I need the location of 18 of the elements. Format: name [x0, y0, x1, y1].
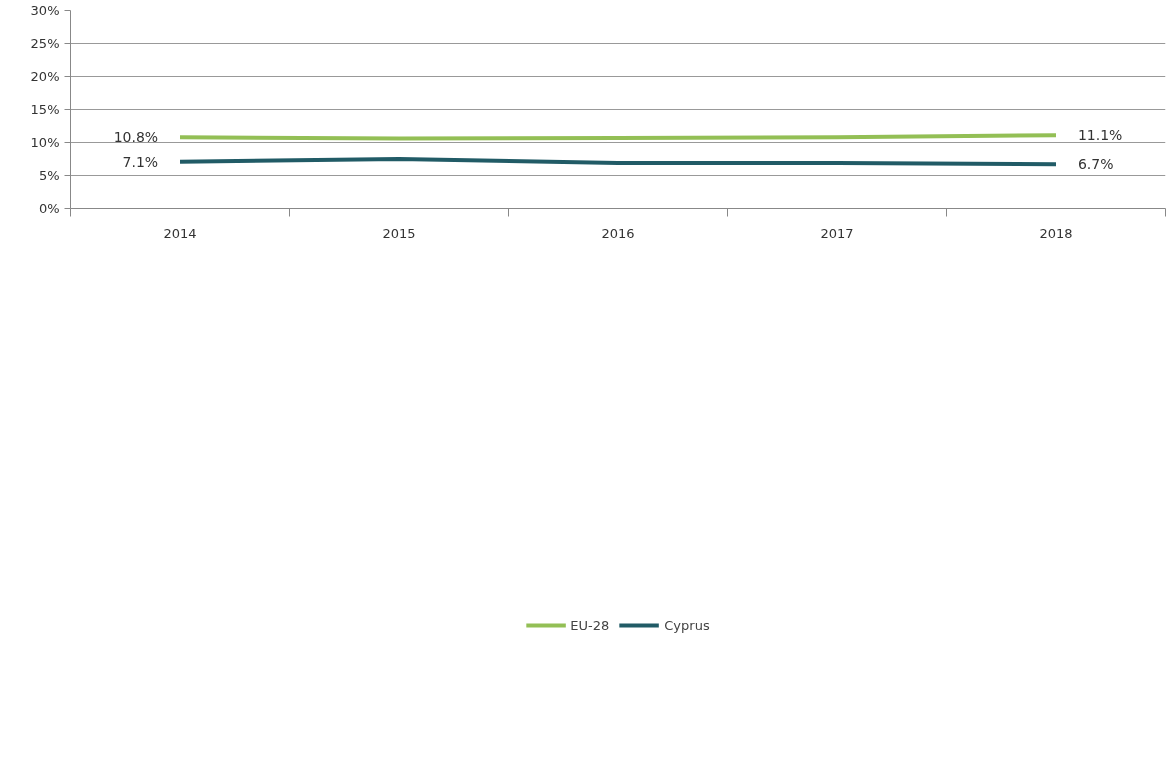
x-tick-label: 2017: [820, 225, 854, 241]
x-tick-label: 2015: [382, 225, 416, 241]
y-tick-label: 20%: [30, 69, 60, 84]
y-tick-label: 0%: [38, 201, 60, 216]
data-label: 7.1%: [122, 153, 159, 170]
x-tick-label: 2014: [163, 225, 197, 241]
x-tick-label: 2016: [601, 225, 635, 241]
legend-label: EU-28: [570, 617, 610, 633]
y-tick-label: 10%: [30, 135, 60, 150]
y-tick-label: 15%: [30, 102, 60, 117]
y-tick-label: 25%: [30, 36, 60, 51]
y-tick-label: 30%: [30, 3, 60, 18]
data-label: 6.7%: [1077, 156, 1114, 173]
legend-label: Cyprus: [664, 617, 710, 633]
data-label: 10.8%: [113, 129, 159, 146]
y-tick-label: 5%: [38, 168, 60, 183]
data-label: 11.1%: [1077, 127, 1123, 144]
x-tick-label: 2018: [1039, 225, 1073, 241]
